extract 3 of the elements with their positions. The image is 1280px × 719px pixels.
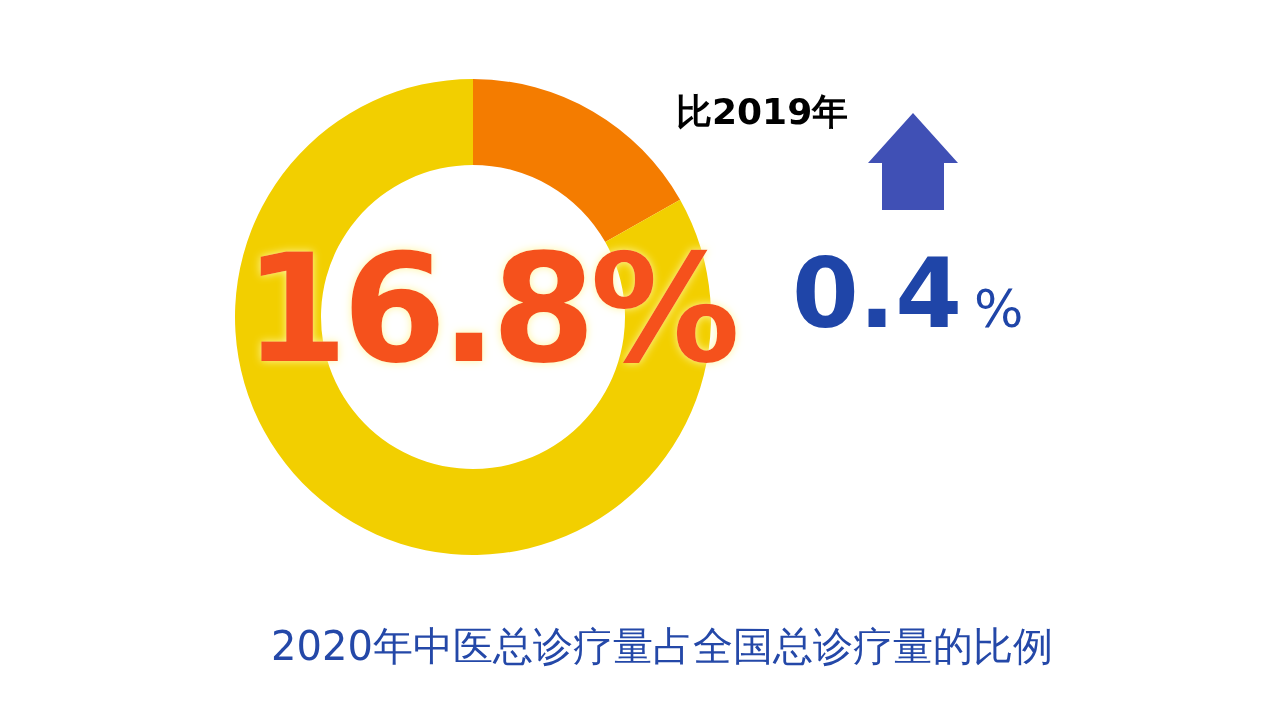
text: 2020年中医总诊疗量占全国总诊疗量的比例 xyxy=(271,623,1053,669)
text: 比2019年 xyxy=(676,91,849,132)
text: 0.4% xyxy=(792,238,1024,350)
